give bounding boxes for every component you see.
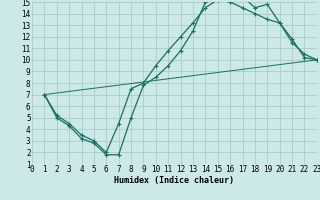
X-axis label: Humidex (Indice chaleur): Humidex (Indice chaleur)	[115, 176, 234, 185]
